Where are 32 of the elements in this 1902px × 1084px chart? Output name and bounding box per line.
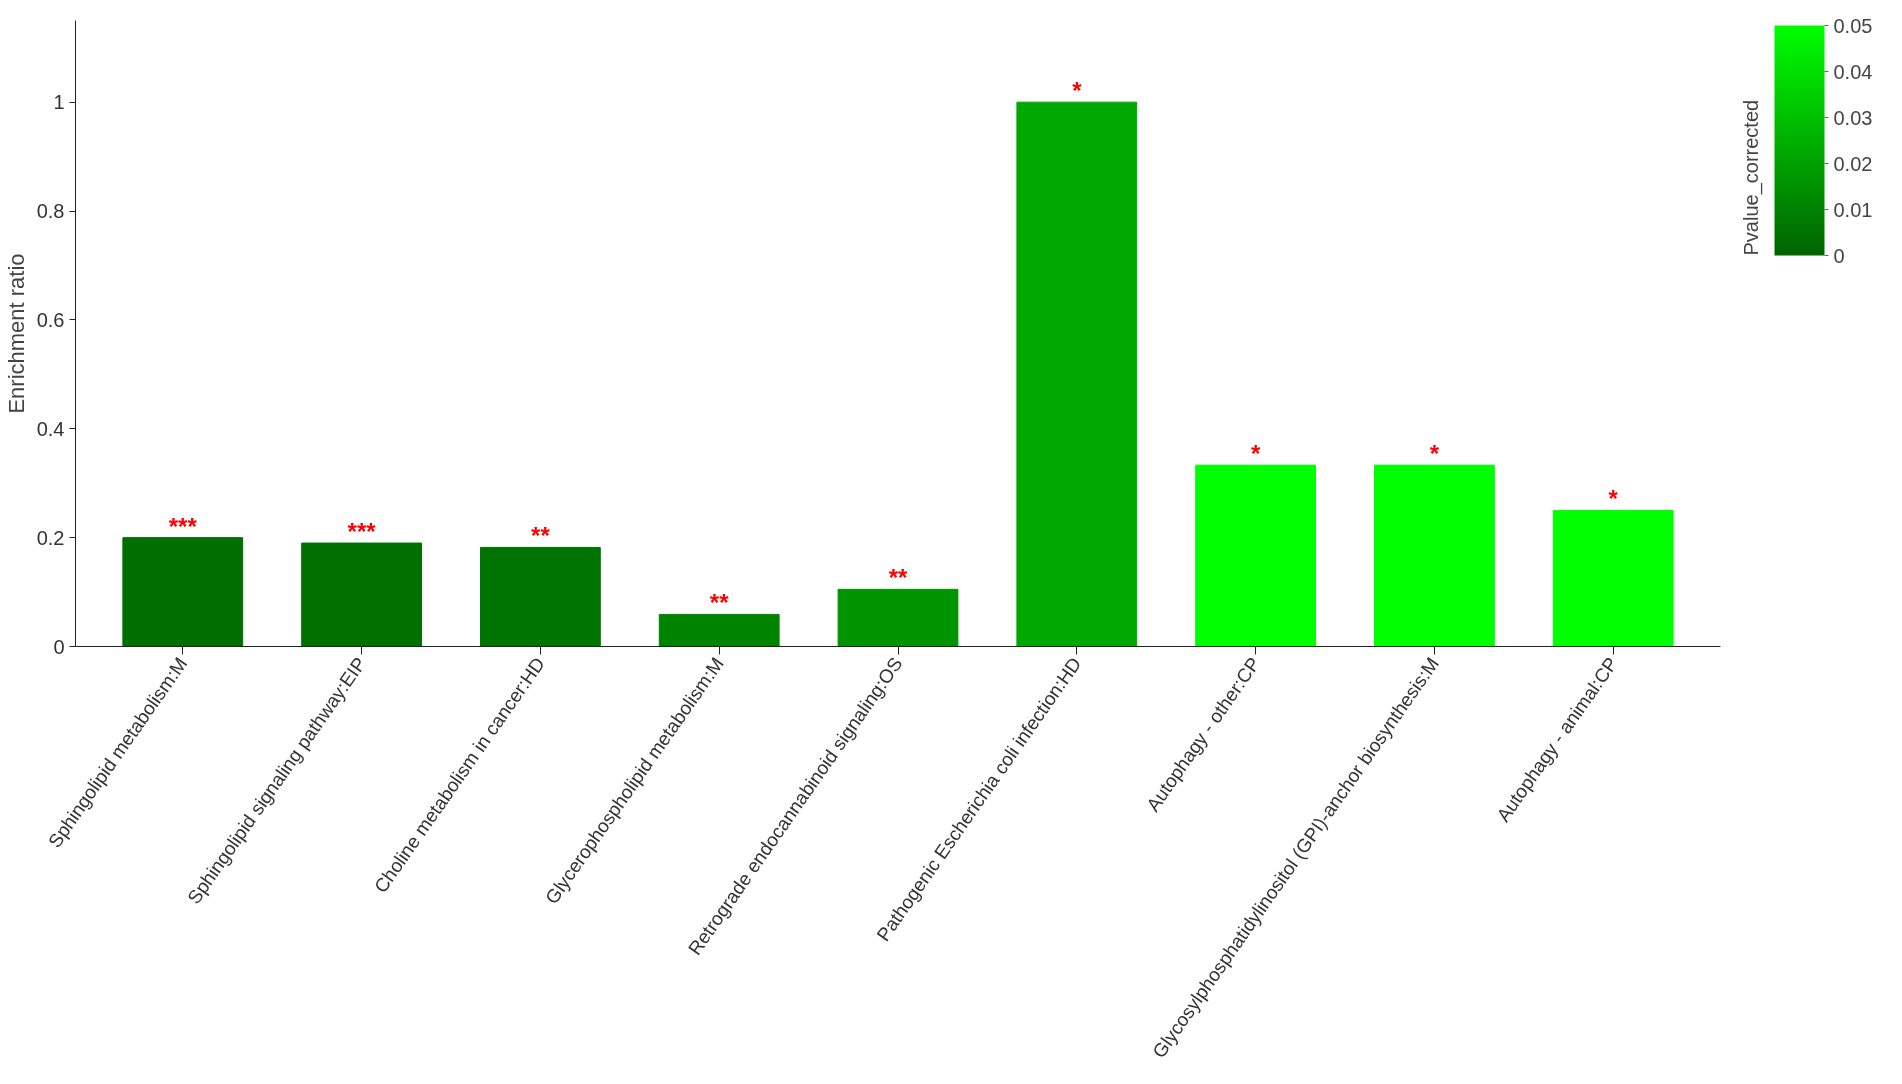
bar <box>1374 464 1495 647</box>
annotation: ** <box>709 589 730 617</box>
y-tick-label: 0.8 <box>36 200 65 223</box>
color-bar-label: 0.02 <box>1833 152 1873 175</box>
y-tick-label: 0 <box>53 635 65 658</box>
color-bar-label: 0.01 <box>1833 198 1873 221</box>
color-bar-title: Pvalue_corrected <box>1740 99 1763 256</box>
annotation: ** <box>531 522 551 550</box>
annotation: * <box>1429 440 1440 468</box>
y-tick-label: 0.4 <box>36 417 65 440</box>
y-tick-label: 0.2 <box>36 526 65 549</box>
annotation: *** <box>347 518 377 546</box>
bar <box>479 546 601 647</box>
color-bar-label: 0 <box>1833 244 1845 267</box>
bar <box>301 542 422 647</box>
y-axis-title: Enrichment ratio <box>3 253 29 414</box>
annotation: * <box>1072 77 1083 105</box>
y-tick-label: 1 <box>53 91 65 114</box>
annotation: * <box>1250 440 1261 468</box>
annotation: *** <box>168 512 198 540</box>
bar <box>1195 464 1317 647</box>
bar <box>1016 101 1138 647</box>
bar <box>658 613 780 647</box>
annotation: ** <box>888 564 908 592</box>
color-bar-label: 0.04 <box>1833 60 1873 83</box>
y-tick-label: 0.6 <box>36 308 65 331</box>
bar <box>1552 509 1674 647</box>
bar <box>837 588 959 647</box>
color-bar-label: 0.05 <box>1833 14 1873 37</box>
color-bar-label: 0.03 <box>1833 106 1873 129</box>
bar <box>122 537 244 647</box>
annotation: * <box>1608 485 1619 513</box>
